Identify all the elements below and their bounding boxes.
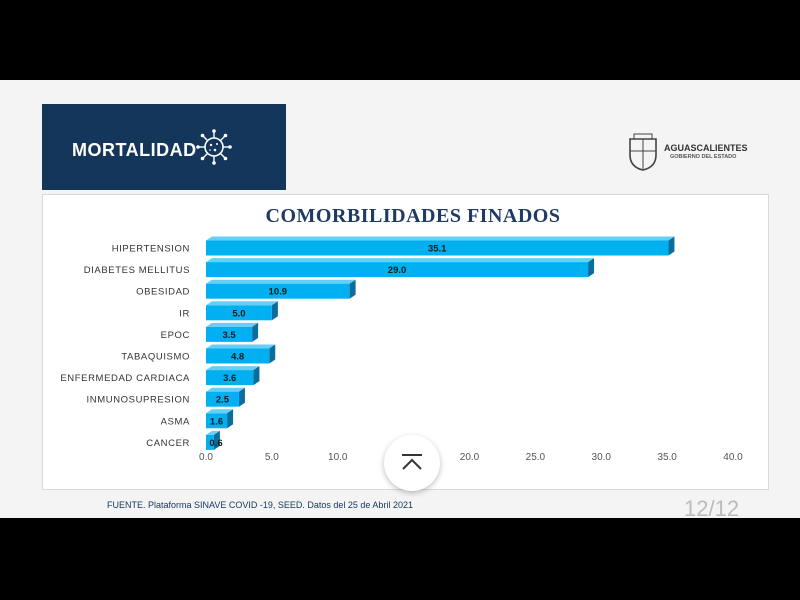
data-label: 4.8 xyxy=(231,352,244,363)
slide: MORTALIDAD AGUAS xyxy=(0,80,800,521)
bar xyxy=(206,413,228,429)
bar-top-face xyxy=(206,387,245,392)
bar-side-face xyxy=(588,258,595,278)
header-band: MORTALIDAD xyxy=(42,104,286,190)
bar-chart: HIPERTENSION 35.1 DIABETES MELLITUS 29.0 OBE… xyxy=(60,236,743,463)
bar-side-face xyxy=(227,409,234,429)
bar xyxy=(206,391,239,407)
bar-top-face xyxy=(206,279,356,284)
x-tick-label: 20.0 xyxy=(460,452,480,463)
bar xyxy=(206,262,589,278)
category-label: ENFERMEDAD CARDIACA xyxy=(60,373,190,384)
bar-side-face xyxy=(213,430,220,450)
bar-side-face xyxy=(349,279,356,299)
data-label: 3.5 xyxy=(222,330,236,341)
bar xyxy=(206,240,669,256)
bar-side-face xyxy=(269,344,276,364)
category-label: DIABETES MELLITUS xyxy=(84,265,190,276)
scroll-to-top-button[interactable] xyxy=(384,435,440,491)
bar-top-face xyxy=(206,409,234,414)
data-label: 0.6 xyxy=(209,438,222,449)
bar-top-face xyxy=(206,301,278,306)
x-tick-label: 40.0 xyxy=(723,452,743,463)
logo-subtitle: GOBIERNO DEL ESTADO xyxy=(670,154,737,160)
bar-side-face xyxy=(238,387,245,407)
data-label: 35.1 xyxy=(428,244,447,255)
category-label: EPOC xyxy=(161,330,190,341)
bar xyxy=(206,283,350,299)
page-indicator: 12/12 xyxy=(684,496,740,521)
x-tick-label: 0.0 xyxy=(199,452,213,463)
section-title: MORTALIDAD xyxy=(72,140,197,160)
bar xyxy=(206,305,272,321)
category-label: ASMA xyxy=(161,416,190,427)
data-label: 3.6 xyxy=(223,373,236,384)
chart-title: COMORBILIDADES FINADOS xyxy=(265,205,561,227)
bar-top-face xyxy=(206,430,220,435)
x-tick-label: 30.0 xyxy=(592,452,612,463)
coat-of-arms-icon xyxy=(629,133,657,171)
x-tick-label: 10.0 xyxy=(328,452,348,463)
bar xyxy=(206,348,270,364)
data-label: 1.6 xyxy=(210,416,223,427)
chevron-up-icon xyxy=(402,454,422,470)
category-label: HIPERTENSION xyxy=(112,244,190,255)
bar-side-face xyxy=(253,366,260,386)
category-label: CANCER xyxy=(146,438,190,449)
bar-top-face xyxy=(206,236,675,241)
x-tick-label: 35.0 xyxy=(657,452,677,463)
government-logo: AGUASCALIENTES GOBIERNO DEL ESTADO xyxy=(626,133,756,173)
category-label: IR xyxy=(179,308,190,319)
bar xyxy=(206,370,254,386)
bar xyxy=(206,434,214,450)
source-note: FUENTE. Plataforma SINAVE COVID -19, SEE… xyxy=(107,500,413,510)
bar-top-face xyxy=(206,258,595,263)
bar-top-face xyxy=(206,322,259,327)
bar-side-face xyxy=(271,301,278,321)
x-tick-label: 5.0 xyxy=(265,452,279,463)
bar-side-face xyxy=(668,236,675,256)
category-label: TABAQUISMO xyxy=(121,352,190,363)
virus-icon xyxy=(196,129,232,165)
category-label: OBESIDAD xyxy=(136,287,190,298)
data-label: 10.9 xyxy=(269,287,288,298)
bar xyxy=(206,326,253,342)
bar-top-face xyxy=(206,366,260,371)
logo-name: AGUASCALIENTES xyxy=(664,143,748,153)
data-label: 5.0 xyxy=(232,308,245,319)
x-tick-label: 25.0 xyxy=(526,452,546,463)
category-label: INMUNOSUPRESION xyxy=(87,395,190,406)
data-label: 2.5 xyxy=(216,395,230,406)
bar-side-face xyxy=(252,322,259,342)
bar-top-face xyxy=(206,344,276,349)
data-label: 29.0 xyxy=(388,265,407,276)
